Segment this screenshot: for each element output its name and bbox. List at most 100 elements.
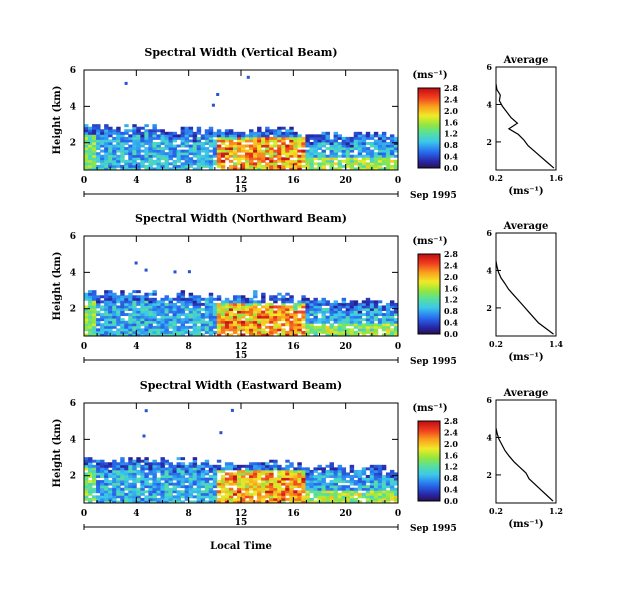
heatmap-cell bbox=[377, 310, 383, 314]
heatmap-cell bbox=[136, 333, 141, 337]
heatmap-cell bbox=[180, 318, 186, 322]
heatmap-cell bbox=[333, 333, 339, 337]
heatmap-cell bbox=[196, 142, 202, 145]
heatmap-cell bbox=[337, 495, 343, 499]
heatmap-cell bbox=[96, 167, 101, 171]
heatmap-cell bbox=[116, 147, 121, 151]
heatmap-cell bbox=[265, 157, 270, 161]
heatmap-cell bbox=[184, 129, 190, 133]
heatmap-cell bbox=[389, 313, 395, 317]
heatmap-cell bbox=[124, 469, 129, 473]
profile-y-tick-label: 4 bbox=[486, 99, 492, 109]
heatmap-cell bbox=[136, 129, 141, 133]
heatmap-cell bbox=[176, 490, 182, 494]
heatmap-cell bbox=[216, 144, 222, 148]
heatmap-cell bbox=[220, 497, 226, 501]
heatmap-cell bbox=[108, 490, 113, 494]
heatmap-cell bbox=[208, 315, 214, 319]
heatmap-cell bbox=[232, 492, 238, 496]
heatmap-cell bbox=[277, 325, 282, 329]
heatmap-cell bbox=[261, 480, 266, 484]
heatmap-cell bbox=[241, 325, 246, 329]
heatmap-cell bbox=[116, 318, 121, 322]
heatmap-cell bbox=[273, 480, 278, 484]
heatmap-cell bbox=[152, 297, 157, 301]
heatmap-cell bbox=[317, 480, 322, 484]
heatmap-cell bbox=[281, 480, 286, 484]
heatmap-cell bbox=[357, 139, 363, 143]
heatmap-cell bbox=[108, 308, 113, 311]
heatmap-cell bbox=[357, 477, 363, 481]
heatmap-cell bbox=[120, 154, 125, 158]
heatmap-cell bbox=[164, 492, 169, 496]
heatmap-cell bbox=[92, 162, 97, 166]
colorbar-swatch bbox=[418, 443, 440, 446]
heatmap-cell bbox=[84, 139, 89, 143]
heatmap-cell bbox=[329, 308, 334, 311]
heatmap-cell bbox=[100, 134, 105, 138]
heatmap-cell bbox=[285, 310, 290, 314]
profile-frame bbox=[495, 66, 557, 171]
heatmap-cell bbox=[208, 292, 214, 296]
heatmap-cell bbox=[128, 147, 133, 151]
heatmap-cell bbox=[381, 487, 387, 491]
heatmap-cell bbox=[160, 157, 165, 161]
heatmap-cell bbox=[188, 320, 194, 324]
heatmap-cell bbox=[144, 409, 148, 413]
heatmap-cell bbox=[92, 480, 97, 484]
heatmap-cell bbox=[353, 330, 359, 334]
heatmap-cell bbox=[88, 500, 93, 504]
heatmap-cell bbox=[184, 139, 190, 143]
heatmap-cell bbox=[309, 149, 314, 153]
heatmap-cell bbox=[208, 159, 214, 163]
heatmap-cell bbox=[261, 144, 266, 148]
heatmap-cell bbox=[345, 492, 351, 496]
heatmap-cell bbox=[152, 126, 157, 130]
heatmap-cell bbox=[361, 154, 367, 158]
heatmap-cell bbox=[341, 152, 347, 156]
y-axis-label: Height (km) bbox=[52, 252, 63, 321]
heatmap-cell bbox=[196, 475, 202, 478]
heatmap-cell bbox=[116, 300, 121, 304]
heatmap-cell bbox=[293, 144, 298, 148]
heatmap-cell bbox=[120, 164, 125, 168]
heatmap-cell bbox=[100, 144, 105, 148]
heatmap-cell bbox=[172, 131, 177, 135]
profile-x-tick-label: 0.2 bbox=[489, 173, 503, 183]
heatmap-cell bbox=[305, 490, 310, 494]
heatmap-cell bbox=[136, 313, 141, 317]
colorbar-swatch bbox=[418, 300, 440, 303]
heatmap-cell bbox=[92, 147, 97, 151]
heatmap-cell bbox=[104, 126, 109, 130]
heatmap-cell bbox=[301, 495, 306, 499]
heatmap-cell bbox=[220, 167, 226, 171]
heatmap-cell bbox=[84, 154, 89, 158]
heatmap-cell bbox=[245, 320, 250, 324]
profile-line bbox=[495, 260, 554, 335]
heatmap-cell bbox=[116, 162, 121, 166]
heatmap-cell bbox=[393, 333, 399, 337]
heatmap-cell bbox=[160, 323, 165, 327]
heatmap-cell bbox=[289, 325, 294, 329]
heatmap-cell bbox=[88, 492, 93, 496]
heatmap-cell bbox=[216, 139, 222, 143]
heatmap-cell bbox=[385, 305, 391, 309]
heatmap-cell bbox=[301, 497, 306, 501]
heatmap-cell bbox=[208, 305, 214, 309]
heatmap-cell bbox=[361, 302, 367, 306]
heatmap-cell bbox=[289, 464, 294, 468]
heatmap-cell bbox=[204, 315, 210, 319]
heatmap-cell bbox=[249, 492, 254, 496]
heatmap-cell bbox=[104, 139, 109, 143]
colorbar-swatch bbox=[418, 294, 440, 297]
heatmap-cell bbox=[216, 328, 222, 332]
heatmap-cell bbox=[285, 497, 290, 501]
heatmap-cell bbox=[112, 292, 117, 296]
heatmap-cell bbox=[172, 467, 177, 471]
heatmap-cell bbox=[345, 497, 351, 501]
heatmap-cell bbox=[100, 308, 105, 311]
heatmap-cell bbox=[309, 477, 314, 481]
heatmap-cell bbox=[361, 134, 367, 138]
heatmap-cell bbox=[156, 487, 161, 491]
heatmap-cell bbox=[164, 500, 169, 504]
